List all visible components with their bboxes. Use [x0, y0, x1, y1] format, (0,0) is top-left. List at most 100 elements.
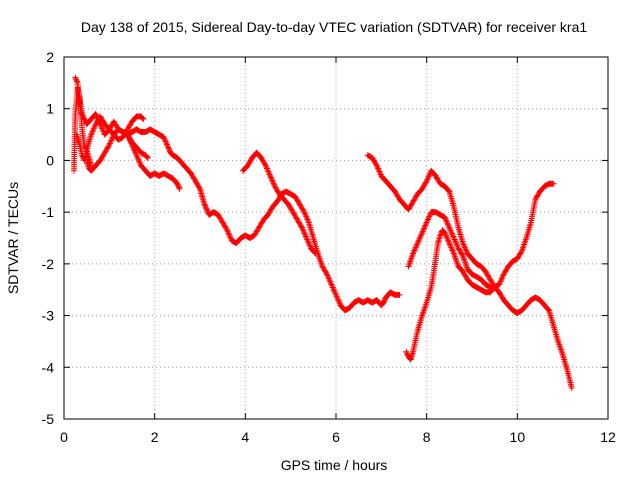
data-point: [330, 285, 337, 292]
data-point: [175, 183, 182, 190]
series-sat-a: [70, 85, 95, 174]
data-point: [403, 350, 410, 357]
data-point: [176, 184, 183, 191]
x-axis-label: GPS time / hours: [281, 457, 388, 473]
data-point: [105, 143, 112, 150]
data-point: [90, 125, 97, 132]
data-point: [265, 168, 272, 175]
data-point: [300, 207, 307, 214]
data-point: [304, 236, 311, 243]
data-point: [302, 232, 309, 239]
data-point: [162, 137, 169, 144]
data-point: [331, 287, 338, 294]
data-point: [312, 250, 319, 257]
data-point: [165, 145, 172, 152]
data-point: [160, 134, 167, 141]
data-point: [264, 167, 271, 174]
data-point: [74, 78, 81, 85]
data-point: [414, 240, 421, 247]
data-point: [88, 130, 95, 137]
data-point: [72, 74, 79, 81]
series-sat-d: [83, 126, 403, 314]
data-point: [90, 127, 97, 134]
data-point: [108, 137, 115, 144]
data-point: [225, 230, 232, 237]
data-point: [450, 233, 457, 240]
data-point: [107, 138, 114, 145]
data-point: [98, 124, 105, 131]
x-tick-label: 12: [600, 429, 616, 445]
data-point: [323, 271, 330, 278]
data-point: [437, 232, 444, 239]
data-point: [262, 162, 269, 169]
data-point: [461, 243, 468, 250]
data-point: [496, 280, 503, 287]
data-point: [416, 235, 423, 242]
data-point: [334, 296, 341, 303]
data-point: [454, 242, 461, 249]
data-point: [423, 220, 430, 227]
data-point: [441, 214, 448, 221]
data-point: [396, 291, 403, 298]
data-point: [332, 290, 339, 297]
data-point: [306, 242, 313, 249]
data-point: [489, 286, 496, 293]
data-point: [424, 175, 431, 182]
y-tick-label: 2: [46, 49, 54, 65]
data-point: [496, 281, 503, 288]
data-point: [373, 161, 380, 168]
data-point: [305, 239, 312, 246]
data-point: [299, 224, 305, 231]
data-point: [444, 220, 451, 227]
data-point: [269, 178, 276, 185]
data-point: [426, 172, 433, 179]
data-point: [130, 146, 137, 153]
data-point: [124, 131, 131, 138]
data-point: [300, 227, 307, 234]
y-tick-label: -5: [42, 411, 55, 427]
data-point: [419, 228, 426, 235]
x-axis: 0 2 4 6 8 10 12: [60, 57, 616, 445]
data-point: [196, 184, 203, 191]
data-point: [269, 177, 276, 184]
data-point: [125, 134, 132, 141]
data-point: [423, 219, 430, 226]
data-point: [109, 134, 116, 141]
data-point: [376, 168, 383, 175]
data-point: [422, 179, 429, 186]
data-point: [420, 226, 427, 233]
data-point: [417, 232, 424, 239]
data-point: [443, 217, 450, 224]
data-point: [448, 244, 455, 251]
x-tick-label: 8: [423, 429, 431, 445]
data-point: [550, 180, 557, 187]
data-point: [129, 143, 136, 150]
data-point: [265, 169, 272, 176]
data-point: [445, 238, 452, 245]
data-point: [128, 140, 135, 147]
data-point: [144, 154, 151, 161]
y-axis: -5 -4 -3 -2 -1 0 1 2: [42, 49, 608, 427]
data-point: [445, 221, 452, 228]
data-point: [174, 181, 181, 188]
data-point: [375, 167, 382, 174]
series-sat-i: [403, 227, 496, 363]
data-point: [426, 213, 433, 220]
data-point: [410, 250, 417, 257]
data-point: [306, 240, 313, 247]
data-point: [419, 229, 426, 236]
data-point: [93, 112, 100, 119]
data-point: [452, 239, 459, 246]
data-point: [203, 206, 210, 213]
data-point: [443, 234, 450, 241]
data-point: [164, 143, 171, 150]
x-tick-label: 0: [60, 429, 68, 445]
data-point: [375, 165, 382, 172]
data-point: [334, 294, 341, 301]
data-point: [498, 275, 505, 282]
data-point: [450, 235, 457, 241]
series-sat-e: [124, 131, 183, 192]
data-point: [445, 187, 452, 194]
y-tick-label: 1: [46, 101, 54, 117]
